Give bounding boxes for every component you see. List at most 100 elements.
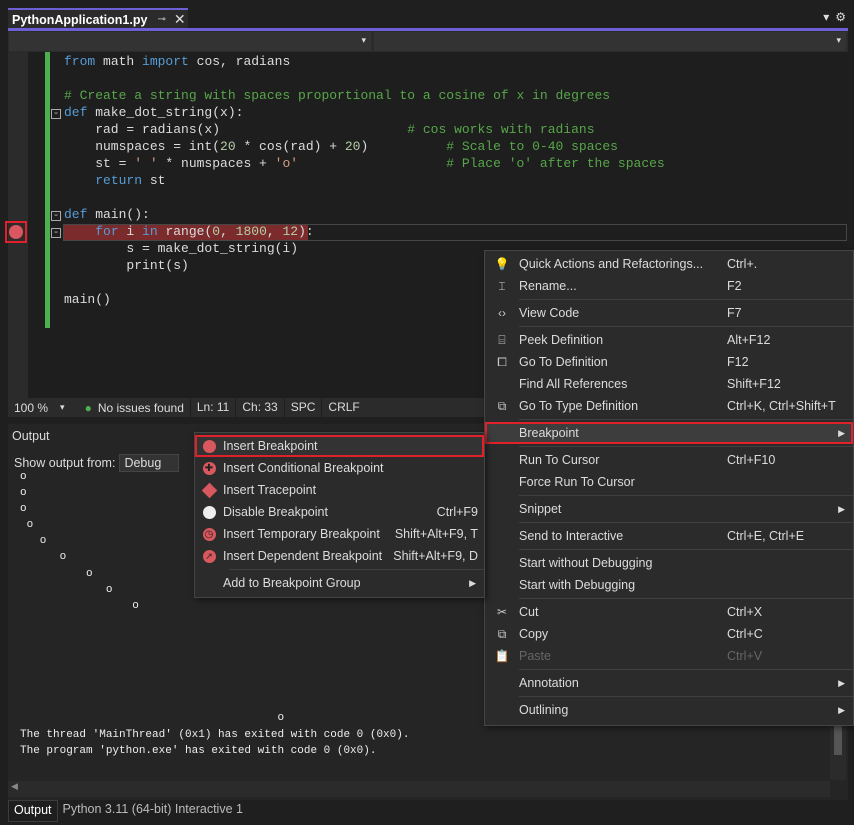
menu-item-view-code[interactable]: ‹› View Code F7 [485, 302, 853, 324]
menu-item-rename[interactable]: ⌶ Rename... F2 [485, 275, 853, 297]
code-token: print(s) [64, 258, 189, 273]
line-ending-indicator[interactable]: CRLF [321, 398, 365, 417]
breakpoint-icon[interactable] [9, 225, 23, 239]
menu-item-insert-temporary-breakpoint[interactable]: ◷ Insert Temporary Breakpoint Shift+Alt+F9… [195, 523, 484, 545]
code-line[interactable] [64, 189, 665, 206]
menu-item-disable-breakpoint[interactable]: Disable Breakpoint Ctrl+F9 [195, 501, 484, 523]
copy-icon: ⧉ [497, 627, 507, 641]
code-line[interactable]: numspaces = int(20 * cos(rad) + 20) # Sc… [64, 138, 665, 155]
code-token: , [266, 224, 283, 239]
menu-icon-space [485, 574, 519, 596]
code-line[interactable]: s = make_dot_string(i) [64, 240, 665, 257]
line-number[interactable]: Ln: 11 [189, 398, 235, 417]
menu-item-cut[interactable]: ✂ Cut Ctrl+X [485, 601, 853, 623]
menu-item-start-without-debugging[interactable]: Start without Debugging [485, 552, 853, 574]
code-token: rad = radians(x) [64, 122, 408, 137]
chevron-down-icon: ▾ [836, 35, 841, 45]
code-line[interactable]: main() [64, 291, 665, 308]
menu-item-go-to-type-definition[interactable]: ⧉ Go To Type Definition Ctrl+K, Ctrl+Shift… [485, 395, 853, 417]
code-token: range( [157, 224, 213, 239]
menu-item-copy[interactable]: ⧉ Copy Ctrl+C [485, 623, 853, 645]
issues-status[interactable]: No issues found [97, 400, 184, 415]
horizontal-scrollbar[interactable]: ◀ [8, 781, 830, 797]
spacing-indicator[interactable]: SPC [283, 398, 322, 417]
tab-python-interactive[interactable]: Python 3.11 (64-bit) Interactive 1 [62, 802, 243, 816]
close-icon[interactable]: ✕ [173, 11, 186, 27]
code-line[interactable]: def main(): [64, 206, 665, 223]
menu-item-add-to-breakpoint-group[interactable]: Add to Breakpoint Group ▶ [195, 572, 484, 594]
code-token: import [142, 54, 189, 69]
breakpoint-icon [195, 435, 223, 457]
output-line: o [20, 712, 285, 725]
menu-item-annotation[interactable]: Annotation ▶ [485, 672, 853, 694]
menu-item-run-to-cursor[interactable]: Run To Cursor Ctrl+F10 [485, 449, 853, 471]
code-token [64, 173, 95, 188]
dependent-breakpoint-icon: ↗ [195, 545, 223, 567]
collapse-icon[interactable]: - [51, 210, 61, 222]
menu-item-start-with-debugging[interactable]: Start with Debugging [485, 574, 853, 596]
tab-list-dropdown-icon[interactable]: ▾ [823, 10, 830, 24]
output-line [20, 678, 409, 694]
tab-output[interactable]: Output [8, 800, 58, 822]
code-token [64, 224, 95, 239]
code-line[interactable]: from math import cos, radians [64, 53, 665, 70]
code-line[interactable]: return st [64, 172, 665, 189]
menu-item-shortcut: Ctrl+F10 [727, 453, 776, 467]
member-dropdown[interactable]: ▾ [374, 32, 846, 51]
code-token: in [142, 224, 158, 239]
current-line-indicator [63, 224, 847, 241]
menu-item-insert-breakpoint[interactable]: Insert Breakpoint [195, 435, 484, 457]
code-line[interactable]: st = ' ' * numspaces + 'o' # Place 'o' a… [64, 155, 665, 172]
menu-item-force-run-to-cursor[interactable]: Force Run To Cursor [485, 471, 853, 493]
output-line: The program 'python.exe' has exited with… [20, 744, 377, 757]
code-line[interactable]: # Create a string with spaces proportion… [64, 87, 665, 104]
code-line[interactable]: print(s) [64, 257, 665, 274]
menu-item-find-all-references[interactable]: Find All References Shift+F12 [485, 373, 853, 395]
scope-dropdown[interactable]: ▾ [9, 32, 371, 51]
output-line: o [20, 471, 27, 483]
disable-breakpoint-icon [195, 501, 223, 523]
peek-definition-icon: ⌸ [498, 333, 506, 347]
bottom-tabs: Output Python 3.11 (64-bit) Interactive … [8, 800, 248, 822]
code-token: # Place 'o' after the spaces [446, 156, 665, 171]
code-token: numspaces = int( [64, 139, 221, 154]
menu-item-breakpoint[interactable]: Breakpoint ▶ [485, 422, 853, 444]
code-line[interactable]: for i in range(0, 1800, 12): [64, 223, 665, 240]
collapse-icon[interactable]: - [51, 227, 61, 239]
menu-separator [519, 419, 853, 420]
column-number[interactable]: Ch: 33 [235, 398, 283, 417]
code-line[interactable] [64, 70, 665, 87]
collapse-icon[interactable]: - [51, 108, 61, 120]
temporary-breakpoint-icon: ◷ [195, 523, 223, 545]
menu-icon-space [485, 498, 519, 520]
menu-item-insert-tracepoint[interactable]: Insert Tracepoint [195, 479, 484, 501]
menu-item-quick-actions-and-refactorings[interactable]: 💡 Quick Actions and Refactorings... Ctrl+. [485, 253, 853, 275]
menu-item-label: Paste [519, 649, 551, 663]
code-line[interactable]: def make_dot_string(x): [64, 104, 665, 121]
menu-item-snippet[interactable]: Snippet ▶ [485, 498, 853, 520]
menu-item-shortcut: Ctrl+E, Ctrl+E [727, 529, 805, 543]
tab-pythonapplication1[interactable]: PythonApplication1.py ⊸ ✕ [8, 8, 188, 29]
code-token: # Scale to 0-40 spaces [446, 139, 618, 154]
chevron-down-icon[interactable]: ▾ [60, 402, 65, 412]
menu-item-insert-conditional-breakpoint[interactable]: ✚ Insert Conditional Breakpoint [195, 457, 484, 479]
menu-item-go-to-definition[interactable]: ⧠ Go To Definition F12 [485, 351, 853, 373]
code-line[interactable]: rad = radians(x) # cos works with radian… [64, 121, 665, 138]
output-source-dropdown[interactable]: Debug [119, 454, 180, 472]
output-line: o [20, 519, 34, 532]
output-line: o [20, 583, 113, 596]
code-text[interactable]: from math import cos, radians # Create a… [64, 53, 665, 308]
menu-item-send-to-interactive[interactable]: Send to Interactive Ctrl+E, Ctrl+E [485, 525, 853, 547]
code-token: st = [64, 156, 135, 171]
gear-icon[interactable]: ⚙ [835, 10, 846, 24]
scroll-left-icon[interactable]: ◀ [11, 781, 18, 791]
menu-icon-space [485, 552, 519, 574]
pin-icon[interactable]: ⊸ [157, 14, 166, 25]
output-line: o [20, 567, 93, 580]
menu-item-peek-definition[interactable]: ⌸ Peek Definition Alt+F12 [485, 329, 853, 351]
zoom-level-dropdown[interactable]: 100 % [14, 400, 49, 415]
menu-item-insert-dependent-breakpoint[interactable]: ↗ Insert Dependent Breakpoint Shift+Alt+F9… [195, 545, 484, 567]
menu-item-paste[interactable]: 📋 Paste Ctrl+V [485, 645, 853, 667]
menu-item-outlining[interactable]: Outlining ▶ [485, 699, 853, 721]
